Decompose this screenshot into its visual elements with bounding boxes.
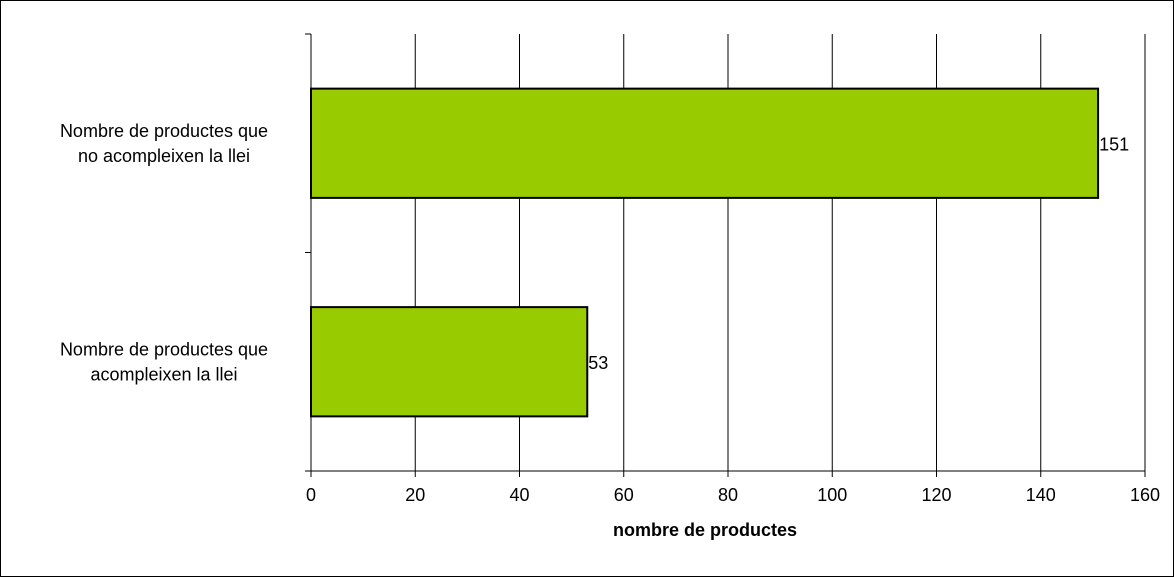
x-axis-title: nombre de productes <box>613 520 797 540</box>
category-label-line: Nombre de productes que <box>60 339 268 359</box>
category-labels: Nombre de productes que no acompleixen la… <box>60 121 268 385</box>
bars <box>310 87 1100 418</box>
x-tick-label: 60 <box>614 485 634 505</box>
category-label: Nombre de productes que no acompleixen la… <box>60 121 268 166</box>
category-label: Nombre de productes que acompleixen la ll… <box>60 339 268 384</box>
data-label: 53 <box>588 353 608 373</box>
x-tick-labels: 0 20 40 60 80 100 120 140 160 <box>306 485 1160 505</box>
data-labels: 151 53 <box>588 134 1129 373</box>
axes <box>305 33 1146 477</box>
bar <box>310 306 589 418</box>
x-tick-label: 100 <box>817 485 847 505</box>
x-tick-label: 0 <box>306 485 316 505</box>
x-tick-label: 120 <box>921 485 951 505</box>
x-tick-label: 140 <box>1026 485 1056 505</box>
x-tick-label: 40 <box>509 485 529 505</box>
category-label-line: acompleixen la llei <box>90 364 237 384</box>
category-label-line: no acompleixen la llei <box>78 146 250 166</box>
x-tick-label: 20 <box>405 485 425 505</box>
data-label: 151 <box>1099 134 1129 154</box>
x-tick-label: 160 <box>1130 485 1160 505</box>
x-tick-label: 80 <box>718 485 738 505</box>
bar <box>310 87 1100 199</box>
category-label-line: Nombre de productes que <box>60 121 268 141</box>
